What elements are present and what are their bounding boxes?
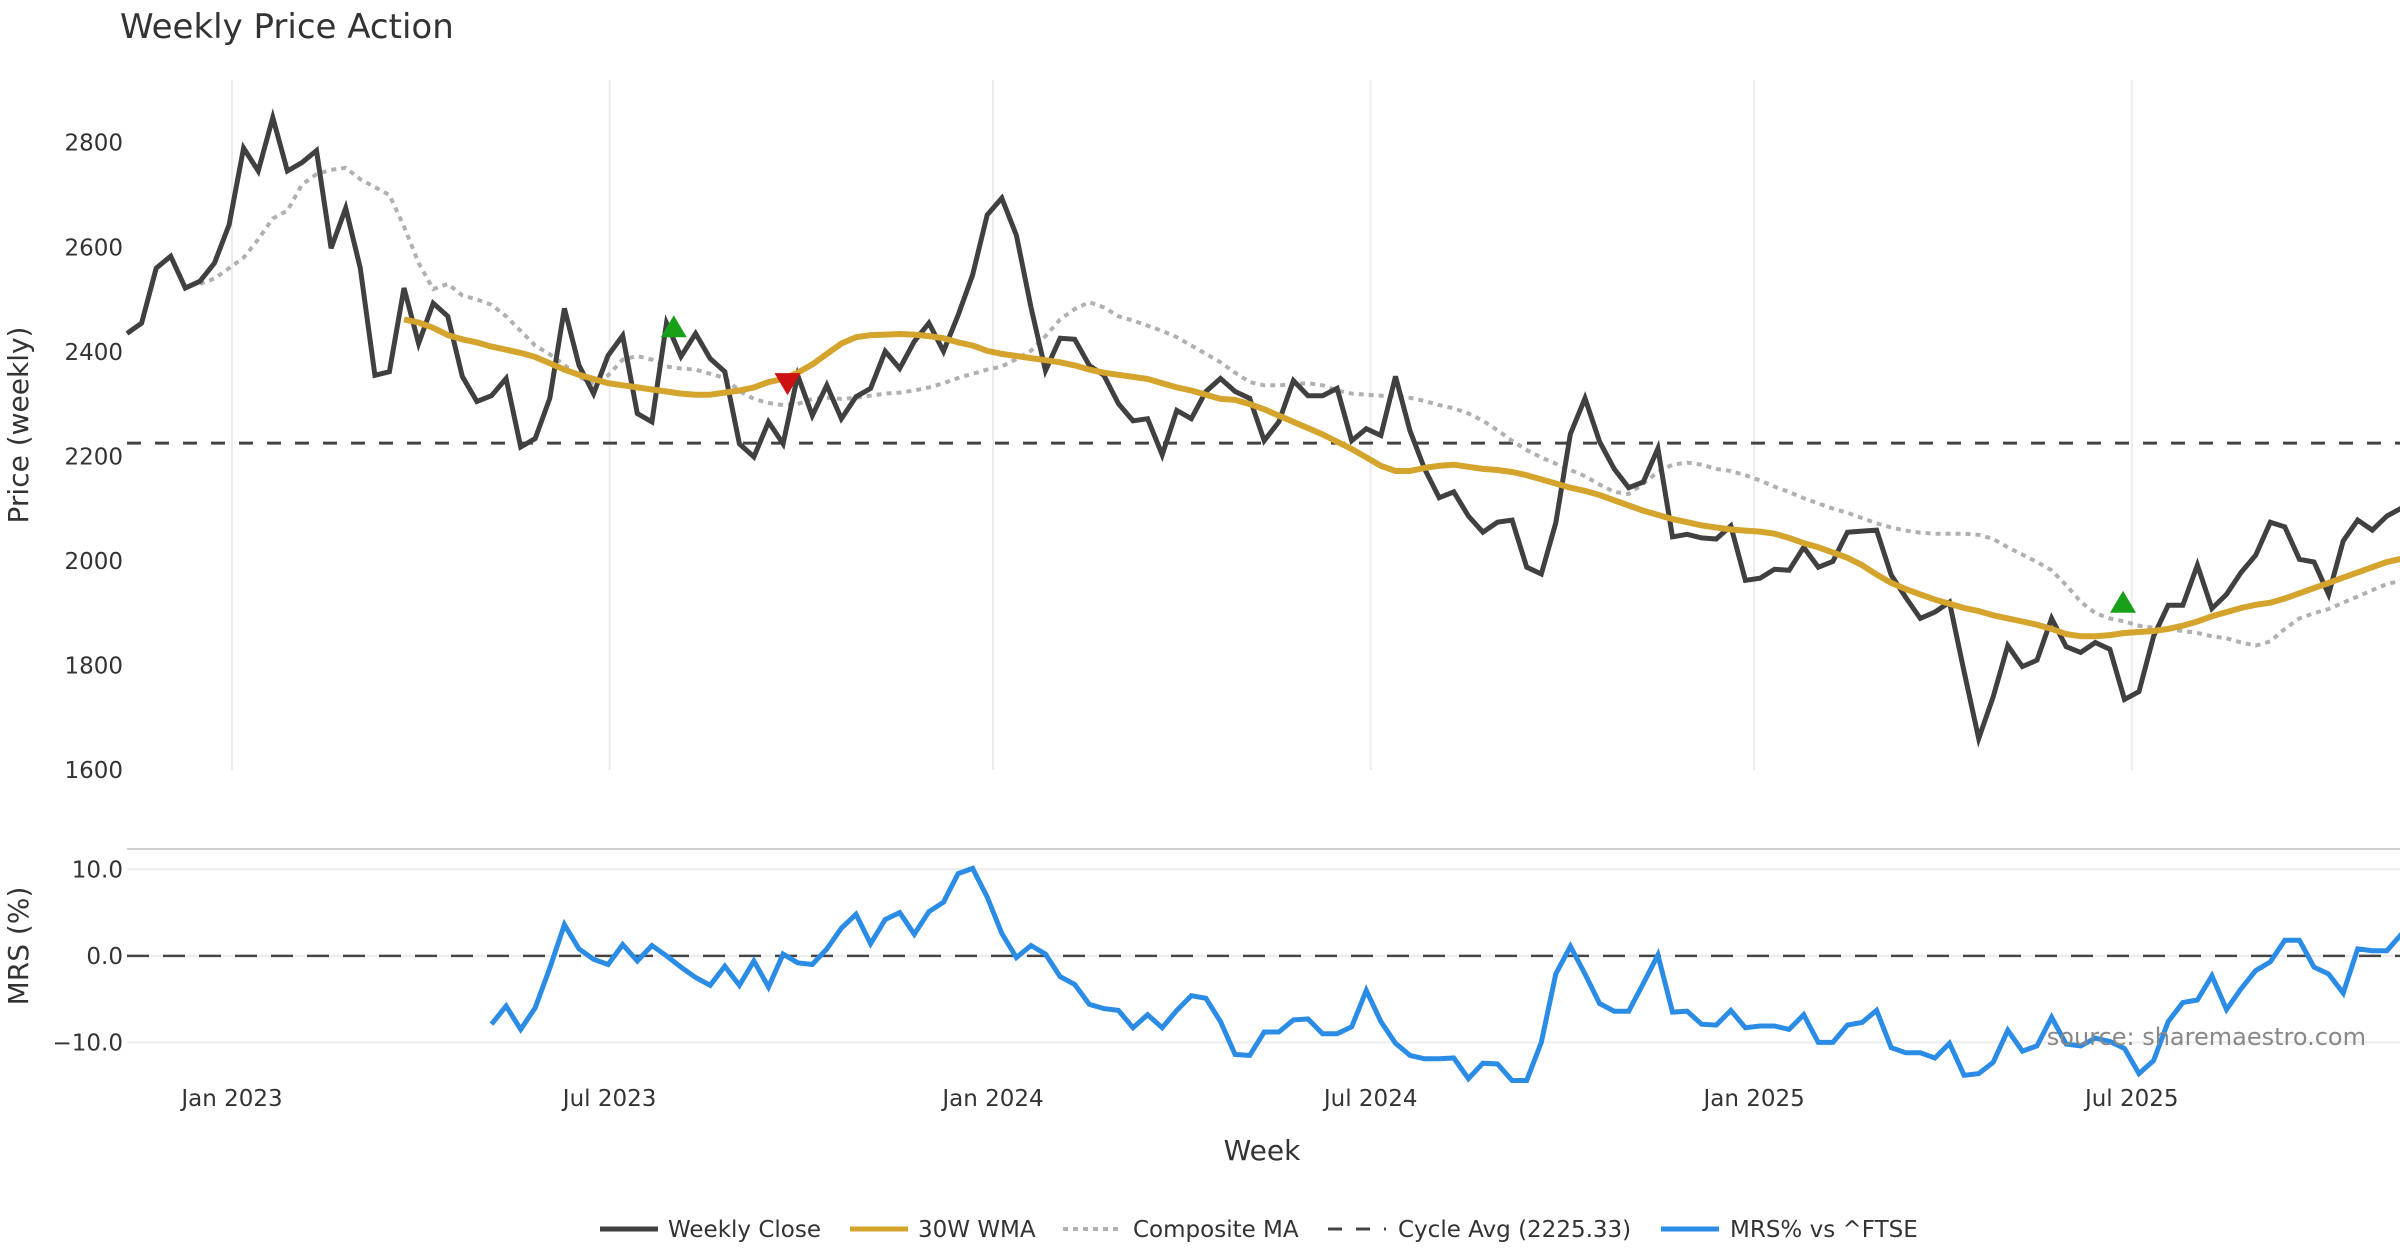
sell-signal-marker — [774, 373, 801, 396]
x-tick-label: Jul 2025 — [2083, 1086, 2179, 1112]
price-y-tick-label: 2400 — [64, 340, 123, 366]
x-tick-label: Jan 2024 — [940, 1086, 1043, 1112]
legend-item-weekly-close[interactable]: Weekly Close — [600, 1217, 821, 1243]
wma30-line — [403, 316, 2400, 640]
price-series — [125, 108, 2400, 748]
price-y-ticks: 1600 1800 2000 2200 2400 2600 2800 — [64, 131, 123, 784]
mrs-y-tick-label: 10.0 — [72, 857, 123, 883]
legend-item-composite-ma[interactable]: Composite MA — [1063, 1217, 1299, 1243]
legend-label-composite-ma: Composite MA — [1133, 1217, 1299, 1243]
chart-title: Weekly Price Action — [120, 7, 454, 47]
price-gridlines — [230, 80, 2133, 770]
buy-signal-marker — [660, 315, 687, 338]
legend: Weekly Close 30W WMA Composite MA Cycle … — [600, 1217, 1918, 1243]
legend-item-30w-wma[interactable]: 30W WMA — [850, 1217, 1036, 1243]
mrs-line — [489, 865, 2400, 1083]
source-annotation: source: sharemaestro.com — [2047, 1023, 2366, 1051]
price-y-tick-label: 2600 — [64, 235, 123, 261]
legend-label-30w-wma: 30W WMA — [918, 1217, 1036, 1243]
price-y-tick-label: 1800 — [64, 653, 123, 679]
buy-signal-marker — [2110, 590, 2137, 613]
price-y-tick-label: 1600 — [64, 758, 123, 784]
mrs-y-ticks: 10.0 0.0 −10.0 — [53, 857, 123, 1056]
price-y-tick-label: 2200 — [64, 444, 123, 470]
legend-item-mrs[interactable]: MRS% vs ^FTSE — [1661, 1217, 1918, 1243]
x-ticks: Jan 2023 Jul 2023 Jan 2024 Jul 2024 Jan 2025… — [179, 1086, 2178, 1112]
mrs-y-tick-label: 0.0 — [86, 944, 123, 970]
legend-item-cycle-avg[interactable]: Cycle Avg (2225.33) — [1328, 1217, 1631, 1243]
price-y-tick-label: 2800 — [64, 131, 123, 157]
weekly-close-line — [125, 108, 2400, 748]
legend-label-weekly-close: Weekly Close — [668, 1217, 821, 1243]
x-tick-label: Jul 2023 — [561, 1086, 657, 1112]
price-y-axis-label: Price (weekly) — [2, 327, 35, 524]
legend-label-mrs: MRS% vs ^FTSE — [1730, 1217, 1918, 1243]
mrs-y-tick-label: −10.0 — [53, 1030, 123, 1056]
x-tick-label: Jan 2023 — [179, 1086, 282, 1112]
x-tick-label: Jul 2024 — [1322, 1086, 1418, 1112]
mrs-series — [127, 865, 2400, 1083]
price-y-tick-label: 2000 — [64, 549, 123, 575]
mrs-y-axis-label: MRS (%) — [2, 887, 35, 1006]
composite-ma-line — [199, 165, 2400, 648]
x-axis-label: Week — [1224, 1134, 1301, 1167]
x-tick-label: Jan 2025 — [1701, 1086, 1804, 1112]
legend-label-cycle-avg: Cycle Avg (2225.33) — [1398, 1217, 1631, 1243]
